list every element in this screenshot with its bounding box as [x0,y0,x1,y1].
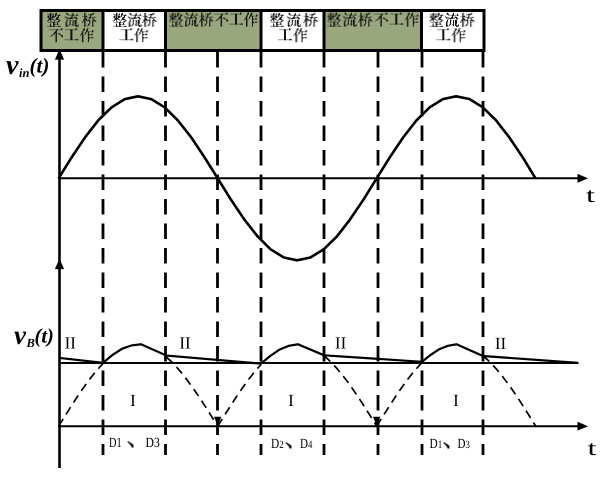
svg-text:D2: D2 [271,437,284,452]
svg-text:v: v [6,50,19,81]
svg-text:t: t [586,183,595,207]
svg-text:D3: D3 [146,436,160,451]
svg-text:II: II [335,334,347,353]
svg-text:B: B [26,336,35,350]
svg-text:D3: D3 [458,437,471,452]
svg-text:II: II [495,334,507,353]
svg-text:v: v [14,320,27,350]
svg-text:(t): (t) [35,326,54,348]
svg-text:II: II [179,334,191,353]
svg-text:II: II [65,334,77,353]
svg-text:in: in [19,66,29,80]
svg-text:D4: D4 [300,437,313,452]
svg-text:I: I [130,391,136,410]
svg-text:I: I [288,391,294,410]
svg-text:I: I [453,391,459,410]
svg-text:(t): (t) [30,54,50,78]
svg-text:D1: D1 [430,437,443,452]
svg-text:D1: D1 [109,436,122,451]
svg-text:t: t [588,436,597,460]
